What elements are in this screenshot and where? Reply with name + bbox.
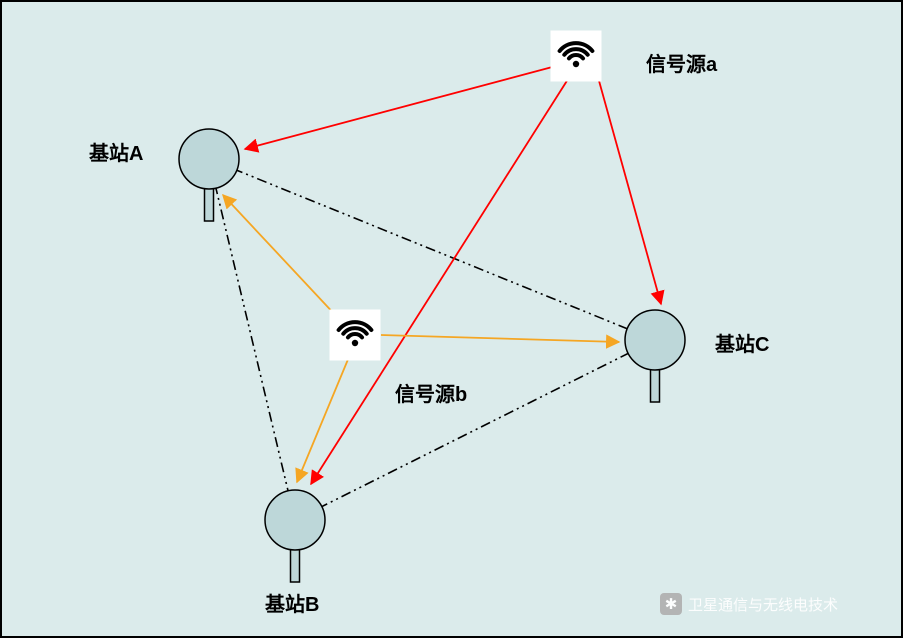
watermark-text: 卫星通信与无线电技术 (688, 594, 838, 615)
watermark: ✱ 卫星通信与无线电技术 (660, 593, 838, 615)
source-label-b: 信号源b (395, 378, 467, 407)
source-label-a: 信号源a (646, 48, 717, 77)
station-label-C: 基站C (715, 328, 769, 357)
station-label-B: 基站B (265, 588, 319, 617)
source-b (330, 310, 380, 360)
source-a (551, 31, 601, 81)
watermark-icon: ✱ (660, 593, 682, 615)
station-label-A: 基站A (89, 137, 143, 166)
diagram-svg (0, 0, 903, 638)
diagram-canvas: ✱ 卫星通信与无线电技术 基站A 基站B 基站C 信号源a 信号源b (0, 0, 903, 638)
